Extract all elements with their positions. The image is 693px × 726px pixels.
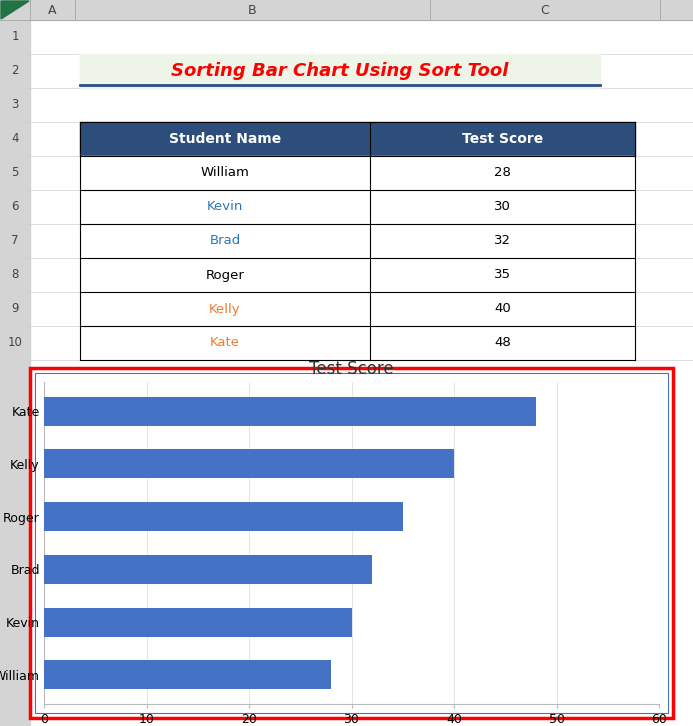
Bar <box>44 502 403 531</box>
Text: Kevin: Kevin <box>207 200 243 213</box>
Bar <box>35 373 668 713</box>
Bar <box>44 396 536 425</box>
Text: 3: 3 <box>11 99 19 112</box>
Bar <box>0 0 693 20</box>
Text: Kelly: Kelly <box>209 303 240 316</box>
Bar <box>30 368 673 718</box>
Polygon shape <box>1 1 29 19</box>
Text: Kate: Kate <box>210 336 240 349</box>
Bar <box>0 0 30 726</box>
Text: Brad: Brad <box>209 234 240 248</box>
Bar <box>80 326 635 360</box>
Title: Test Score: Test Score <box>309 359 394 378</box>
Text: 9: 9 <box>11 303 19 316</box>
Text: 8: 8 <box>11 269 19 282</box>
Text: 48: 48 <box>494 336 511 349</box>
Bar <box>80 292 635 326</box>
Text: B: B <box>248 4 257 17</box>
Text: 4: 4 <box>11 133 19 145</box>
Text: Student Name: Student Name <box>169 132 281 146</box>
Text: 2: 2 <box>11 65 19 78</box>
Bar <box>80 190 635 224</box>
Bar <box>80 258 635 292</box>
Text: Roger: Roger <box>206 269 245 282</box>
Bar <box>44 555 372 584</box>
Bar <box>44 449 454 478</box>
Text: Test Score: Test Score <box>462 132 543 146</box>
Text: 35: 35 <box>494 269 511 282</box>
Text: 40: 40 <box>494 303 511 316</box>
Bar <box>44 608 351 637</box>
Text: A: A <box>49 4 57 17</box>
Bar <box>80 224 635 258</box>
Text: 6: 6 <box>11 200 19 213</box>
Bar <box>80 122 635 156</box>
Text: 32: 32 <box>494 234 511 248</box>
Bar <box>80 54 600 88</box>
Text: 10: 10 <box>8 336 22 349</box>
Text: William: William <box>200 166 249 179</box>
Bar <box>80 156 635 190</box>
Text: Sorting Bar Chart Using Sort Tool: Sorting Bar Chart Using Sort Tool <box>171 62 509 80</box>
Bar <box>44 661 331 690</box>
Text: 5: 5 <box>11 166 19 179</box>
Text: C: C <box>541 4 550 17</box>
Text: 28: 28 <box>494 166 511 179</box>
Text: 30: 30 <box>494 200 511 213</box>
Text: 7: 7 <box>11 234 19 248</box>
Text: 1: 1 <box>11 30 19 44</box>
